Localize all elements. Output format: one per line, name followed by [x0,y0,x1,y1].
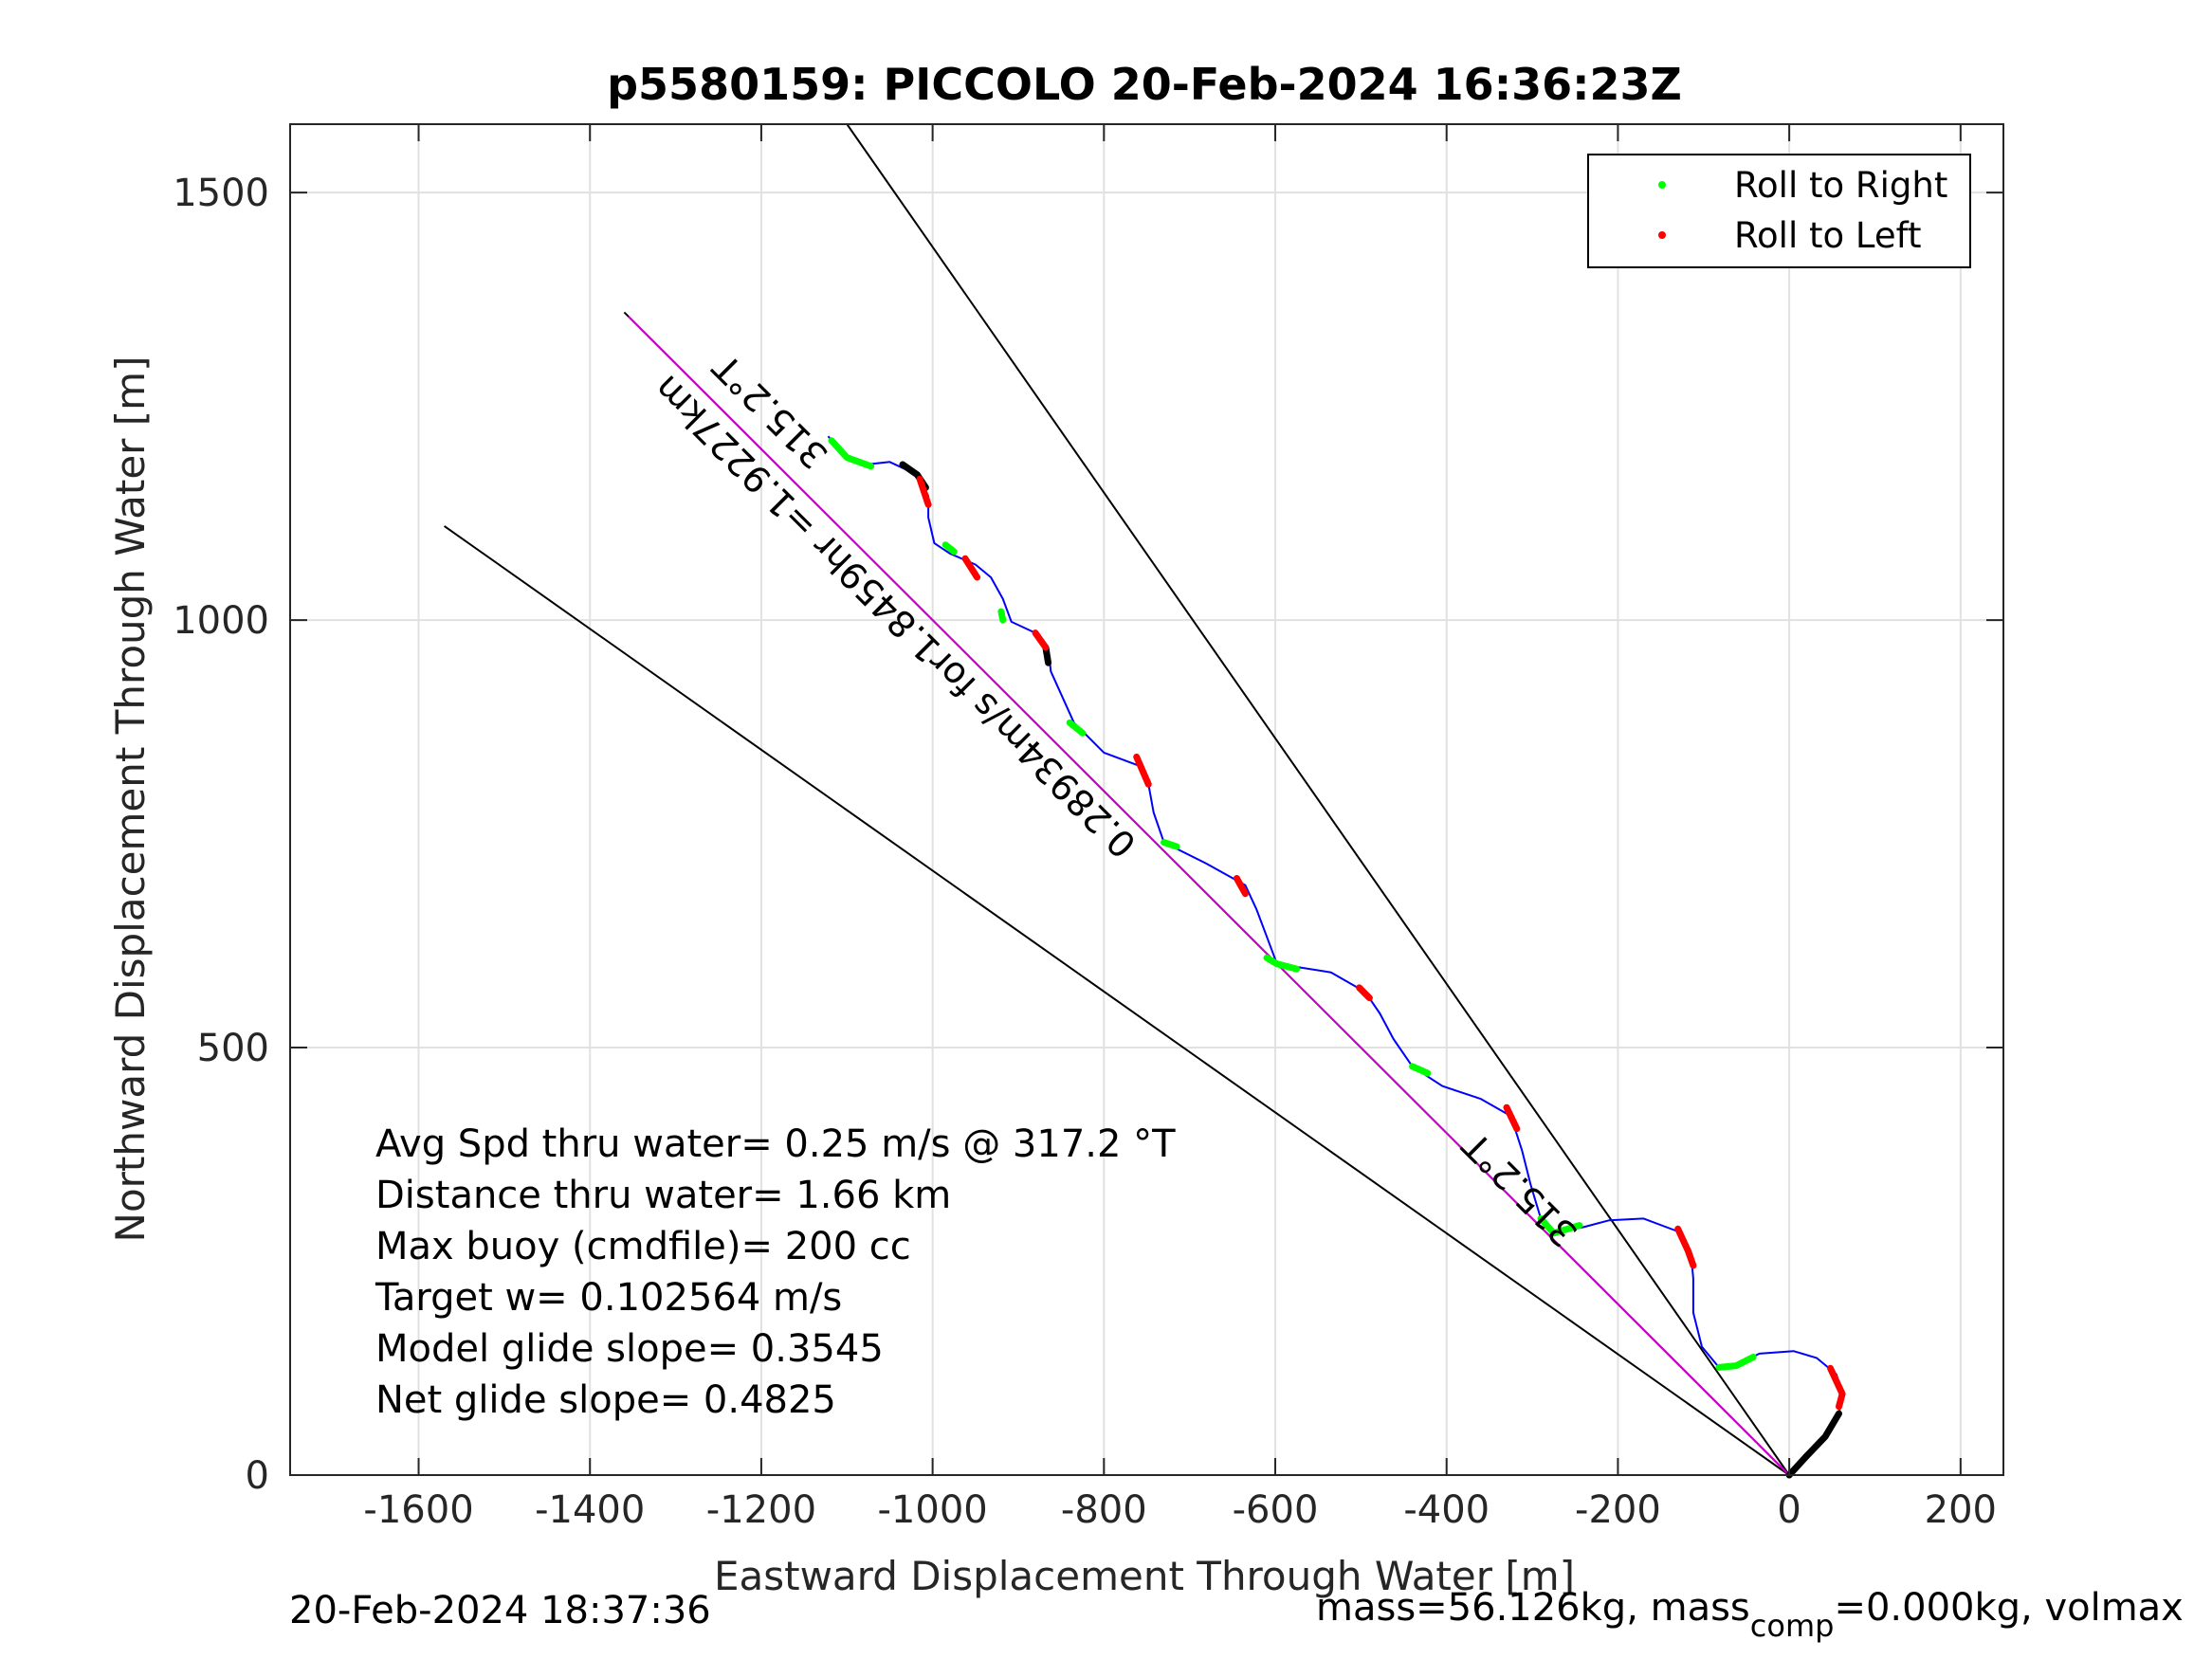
roll-right-segment-4 [1161,839,1180,850]
roll-left-segment-3 [1356,984,1373,1002]
stat-max-buoy: Max buoy (cmdfile)= 200 cc [375,1225,911,1268]
roll-right-segment-1 [1537,1214,1583,1237]
x-tick-label: -600 [1233,1488,1319,1532]
x-tick-label: -400 [1403,1488,1490,1532]
y-tick-label: 1000 [173,599,269,643]
x-tick-label: -800 [1061,1488,1147,1532]
footer-mass-prefix: mass=56.126kg, mass [1316,1586,1750,1630]
legend-box [1587,154,1971,268]
x-tick-label: 0 [1777,1488,1801,1532]
axis-ticks: -1600 -1400 -1200 -1000 -800 -600 -400 -200 0 200… [173,124,2003,1532]
stat-distance: Distance thru water= 1.66 km [375,1174,951,1217]
black-segment-0 [1785,1410,1842,1479]
roll-right-segment-7 [941,541,958,556]
x-tick-label: -1200 [706,1488,816,1532]
roll-right-segment-6 [997,608,1007,624]
footer-timestamp: 20-Feb-2024 18:37:36 [289,1589,711,1632]
footer-mass: mass=56.126kg, masscomp=0.000kg, volmax [1316,1586,2184,1644]
legend-label-roll-left: Roll to Left [1734,215,1922,256]
y-tick-label: 500 [197,1027,269,1070]
reference-line-3 [628,316,1790,1476]
x-axis-label: Eastward Displacement Through Water [m] [714,1553,1575,1599]
footer-mass-suffix: =0.000kg, volmax [1834,1586,2183,1630]
roll-left-segment-1 [1674,1225,1697,1269]
roll-left-segment-2 [1503,1103,1521,1133]
roll-right-segment-2 [1409,1063,1432,1077]
x-tick-label: -1600 [363,1488,473,1532]
y-tick-label: 1500 [173,172,269,215]
x-tick-label: -1000 [878,1488,988,1532]
roll-right-segment-8 [828,437,875,470]
stat-model-glide-slope: Model glide slope= 0.3545 [375,1327,884,1371]
x-tick-label: -1400 [535,1488,645,1532]
reference-line-0 [846,123,1790,1476]
roll-left-segment-5 [1133,753,1152,788]
y-tick-label: 0 [246,1454,269,1498]
roll-right-segment-5 [1066,719,1087,737]
roll-left-segment-8 [916,475,932,508]
reference-lines [444,123,1790,1476]
chart-title: p5580159: PICCOLO 20-Feb-2024 16:36:23Z [607,59,1682,110]
footer-mass-subscript: comp [1750,1608,1835,1644]
reference-line-2 [444,525,1790,1476]
legend: Roll to Right Roll to Left [1587,154,1971,268]
roll-right-segment-0 [1715,1354,1757,1371]
roll-left-segment-0 [1827,1364,1846,1411]
track-group [827,435,1846,1479]
stat-net-glide-slope: Net glide slope= 0.4825 [375,1378,836,1422]
stats-block: Avg Spd thru water= 0.25 m/s @ 317.2 °T … [375,1122,1176,1422]
stat-avg-speed: Avg Spd thru water= 0.25 m/s @ 317.2 °T [375,1122,1176,1166]
legend-label-roll-right: Roll to Right [1734,165,1947,206]
plot-frame [289,123,2004,1476]
legend-marker-roll-left [1658,231,1666,239]
roll-right-segment-3 [1263,954,1301,973]
x-tick-label: -200 [1575,1488,1661,1532]
x-tick-label: 200 [1925,1488,1997,1532]
legend-marker-roll-right [1658,181,1666,189]
y-axis-label: Northward Displacement Through Water [m] [107,356,154,1243]
roll-left-segment-7 [961,555,981,581]
roll-left-segment-6 [1032,629,1050,651]
roll-left-segment-4 [1233,875,1249,898]
stat-target-w: Target w= 0.102564 m/s [375,1276,842,1320]
